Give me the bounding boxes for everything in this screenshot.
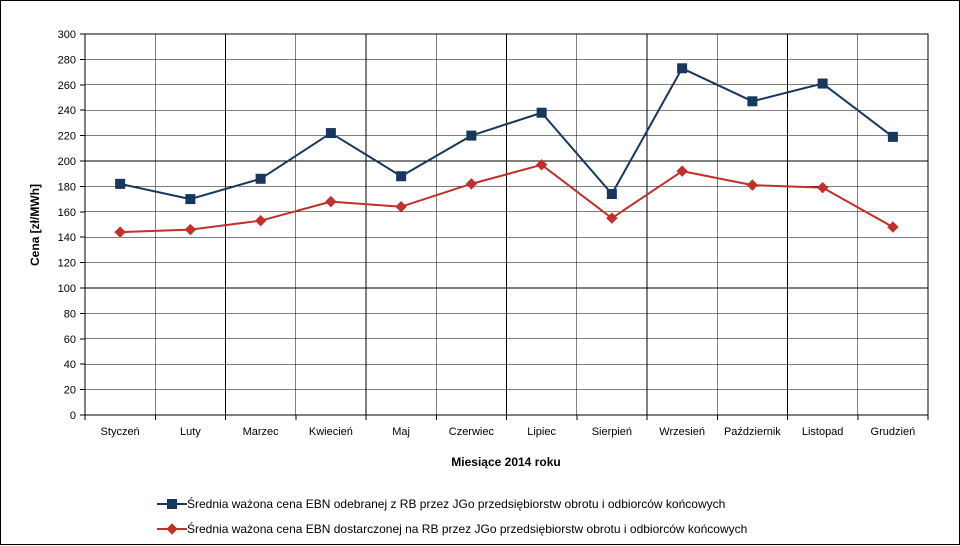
- data-point: [816, 181, 829, 194]
- data-point: [184, 223, 197, 236]
- x-tick-label: Marzec: [243, 426, 280, 438]
- legend-marker: [167, 499, 177, 509]
- y-tick-label: 280: [58, 54, 76, 66]
- data-point: [466, 130, 477, 141]
- data-point: [677, 63, 688, 74]
- axis-layer: 0 20 40 60 80 100 120 140 160 180 200 220 240 260 280 3…: [58, 29, 929, 438]
- y-tick-label: 300: [58, 29, 76, 41]
- data-point: [325, 195, 337, 208]
- data-point: [606, 212, 618, 224]
- x-axis-title: Miesiące 2014 roku: [451, 455, 560, 469]
- data-point: [817, 78, 828, 89]
- x-tick-label: Lipiec: [527, 426, 556, 438]
- legend-entry-1: Średnia ważona cena EBN odebranej z RB p…: [157, 496, 725, 511]
- y-tick-label: 200: [58, 156, 76, 168]
- data-point: [254, 214, 267, 227]
- y-tick-label: 40: [64, 359, 76, 371]
- data-point: [747, 96, 758, 107]
- y-tick-label: 160: [58, 207, 76, 219]
- data-point: [536, 107, 547, 118]
- x-tick-label: Styczeń: [101, 426, 140, 438]
- legend-label: Średnia ważona cena EBN odebranej z RB p…: [187, 496, 725, 511]
- x-tick-label: Listopad: [802, 426, 844, 438]
- y-tick-label: 180: [58, 181, 76, 193]
- legend: Średnia ważona cena EBN odebranej z RB p…: [157, 496, 747, 536]
- data-point: [887, 221, 899, 233]
- x-tick-label: Czerwiec: [449, 426, 495, 438]
- y-tick-label: 100: [58, 283, 76, 295]
- data-point: [325, 128, 336, 139]
- data-point: [115, 178, 126, 189]
- data-point: [114, 226, 126, 238]
- x-tick-label: Maj: [392, 426, 410, 438]
- y-tick-label: 260: [58, 80, 76, 92]
- y-tick-label: 80: [64, 308, 76, 320]
- x-tick-label: Luty: [180, 426, 201, 438]
- y-tick-label: 60: [64, 334, 76, 346]
- data-point: [395, 201, 407, 213]
- legend-entry-2: Średnia ważona cena EBN dostarczonej na …: [157, 521, 747, 536]
- y-axis-title: Cena [zł/MWh]: [28, 184, 42, 266]
- legend-label: Średnia ważona cena EBN dostarczonej na …: [187, 521, 747, 536]
- data-point: [887, 131, 898, 142]
- data-point: [185, 194, 196, 205]
- series-line: [120, 163, 894, 234]
- data-point: [676, 165, 688, 177]
- grid-layer: [84, 33, 929, 416]
- data-point: [535, 159, 548, 171]
- x-tick-label: Sierpień: [592, 426, 632, 438]
- series-1: [115, 63, 898, 205]
- x-tick-label: Październik: [724, 426, 781, 438]
- data-point: [465, 178, 478, 190]
- y-tick-label: 120: [58, 258, 76, 270]
- y-tick-label: 240: [58, 105, 76, 117]
- y-tick-label: 20: [64, 385, 76, 397]
- data-point: [396, 171, 407, 182]
- x-tick-label: Wrzesień: [659, 426, 705, 438]
- y-tick-label: 220: [58, 131, 76, 143]
- series-line: [119, 67, 894, 201]
- data-point: [255, 173, 266, 184]
- data-point: [746, 179, 759, 191]
- x-tick-label: Kwiecień: [309, 426, 353, 438]
- legend-marker: [166, 523, 178, 535]
- series-layer: [114, 63, 899, 238]
- y-tick-label: 0: [70, 410, 76, 422]
- data-point: [606, 189, 617, 200]
- x-tick-label: Grudzień: [871, 426, 916, 438]
- series-2: [114, 159, 899, 238]
- y-tick-label: 140: [58, 232, 76, 244]
